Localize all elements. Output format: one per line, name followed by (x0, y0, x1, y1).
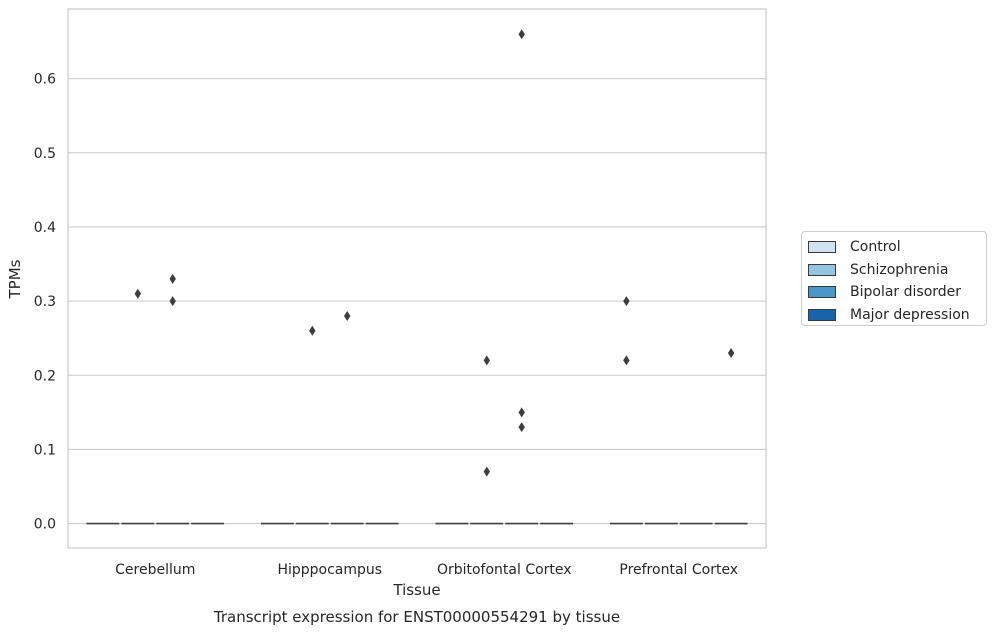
y-axis-label: TPMs (6, 259, 24, 299)
x-tick-labels: Cerebellum Hipppocampus Orbitofontal Corte… (115, 562, 738, 578)
outlier-point (623, 355, 630, 366)
x-tick-label: Prefrontal Cortex (619, 562, 738, 578)
legend: Control Schizophrenia Bipolar disorder Majo… (801, 231, 987, 326)
legend-swatch (808, 309, 836, 322)
legend-label: Control (850, 239, 901, 256)
y-tick-label: 0.2 (34, 368, 56, 384)
outlier-point (727, 348, 735, 359)
x-tick-label: Hipppocampus (277, 562, 382, 578)
legend-swatch (808, 263, 836, 276)
legend-swatch (808, 286, 836, 299)
y-tick-label: 0.3 (34, 294, 56, 310)
outlier-point (344, 310, 351, 321)
y-tick-label: 0.6 (34, 72, 56, 88)
chart-title: Transcript expression for ENST0000055429… (213, 608, 620, 626)
grid (68, 78, 766, 525)
y-tick-label: 0.0 (34, 517, 56, 533)
x-axis-label: Tissue (392, 581, 440, 599)
legend-label: Bipolar disorder (850, 284, 962, 301)
outlier-point (483, 355, 490, 366)
legend-item: Major depression (808, 304, 986, 327)
outlier-point (518, 29, 525, 40)
legend-item: Bipolar disorder (808, 281, 986, 304)
legend-item: Control (808, 236, 986, 259)
legend-label: Schizophrenia (850, 261, 949, 278)
outlier-point (169, 273, 176, 284)
legend-swatch (808, 241, 836, 254)
outlier-points (134, 29, 735, 477)
y-tick-label: 0.4 (34, 220, 56, 236)
legend-item: Schizophrenia (808, 259, 986, 282)
outlier-point (623, 296, 630, 307)
y-tick-label: 0.1 (34, 442, 56, 458)
x-tick-label: Cerebellum (115, 562, 195, 578)
plot-frame (67, 8, 767, 549)
y-tick-label: 0.5 (34, 146, 56, 162)
outlier-point (134, 288, 141, 299)
outlier-point (518, 407, 525, 418)
outlier-point (169, 296, 176, 307)
outlier-point (483, 466, 490, 477)
y-tick-labels: 0.0 0.1 0.2 0.3 0.4 0.5 0.6 (34, 72, 56, 533)
legend-label: Major depression (850, 307, 970, 324)
outlier-point (309, 325, 316, 336)
outlier-point (518, 422, 525, 433)
x-tick-label: Orbitofontal Cortex (437, 562, 572, 578)
